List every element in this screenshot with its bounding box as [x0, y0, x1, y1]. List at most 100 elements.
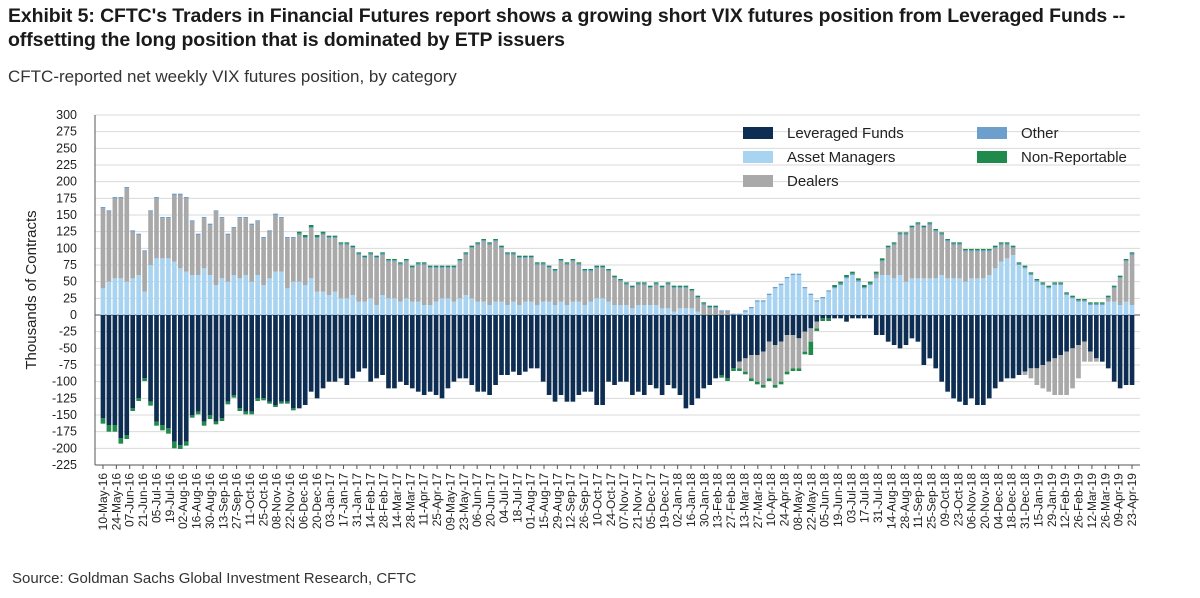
bar-non-reportable [873, 271, 879, 274]
bar-leveraged-funds [308, 315, 314, 392]
bar-asset-managers [142, 291, 147, 315]
bar-other [802, 287, 808, 289]
bar-leveraged-funds [921, 315, 927, 365]
bar-dealers [951, 245, 956, 279]
y-tick-label: -50 [59, 341, 77, 355]
bar-leveraged-funds [814, 315, 820, 322]
bar-non-reportable [201, 421, 207, 426]
bar-non-reportable [927, 222, 933, 224]
bar-leveraged-funds [624, 315, 629, 382]
bar-asset-managers [766, 295, 772, 315]
bar-dealers [564, 265, 570, 305]
bar-other [1052, 283, 1058, 285]
bar-leveraged-funds [749, 315, 754, 355]
bar-leveraged-funds [986, 315, 992, 399]
bar-asset-managers [511, 301, 516, 315]
bar-other [249, 223, 254, 225]
bar-dealers [433, 268, 439, 302]
bar-asset-managers [285, 288, 290, 315]
bar-non-reportable [630, 285, 635, 287]
x-tick-label: 17-Jul-18 [858, 473, 872, 523]
x-tick-label: 22-May-18 [804, 473, 818, 531]
bar-leveraged-funds [725, 315, 730, 379]
bar-non-reportable [647, 285, 653, 287]
bar-asset-managers [975, 278, 980, 315]
bar-other [558, 260, 564, 262]
bar-dealers [291, 238, 296, 282]
bar-non-reportable [398, 262, 403, 264]
x-tick-label: 18-Dec-18 [1005, 473, 1019, 529]
bar-other [927, 223, 933, 225]
bar-leveraged-funds [558, 315, 564, 395]
bar-other [457, 260, 463, 262]
bar-non-reportable [296, 231, 302, 234]
bar-non-reportable [576, 262, 582, 264]
bar-other [778, 283, 784, 285]
bar-non-reportable [273, 405, 278, 407]
bar-non-reportable [421, 262, 427, 264]
bar-asset-managers [879, 275, 885, 315]
bar-other [707, 307, 713, 309]
bar-non-reportable [844, 275, 849, 277]
bar-asset-managers [992, 268, 998, 315]
bar-dealers [725, 311, 730, 315]
bar-other [1010, 247, 1016, 249]
bar-other [921, 227, 927, 229]
bar-other [850, 273, 855, 275]
bar-non-reportable [195, 411, 201, 415]
bar-other [582, 270, 588, 272]
bar-asset-managers [326, 295, 332, 315]
x-tick-label: 12-Mar-19 [1085, 473, 1099, 529]
x-tick-label: 15-Aug-17 [537, 473, 551, 529]
bar-leveraged-funds [612, 315, 617, 385]
bar-leveraged-funds [1004, 315, 1010, 379]
bar-dealers [981, 251, 986, 279]
bar-leveraged-funds [1088, 315, 1093, 352]
bar-non-reportable [921, 225, 927, 227]
bar-dealers [124, 188, 130, 282]
bar-other [1004, 243, 1010, 245]
bar-non-reportable [302, 235, 308, 237]
bar-leveraged-funds [469, 315, 475, 385]
x-tick-label: 24-Apr-18 [778, 473, 792, 527]
bar-asset-managers [380, 295, 385, 315]
x-tick-label: 25-Apr-17 [430, 473, 444, 527]
bar-dealers [885, 248, 891, 275]
bar-leveraged-funds [754, 315, 760, 355]
bar-asset-managers [302, 285, 308, 315]
bar-other [522, 257, 528, 259]
bar-other [540, 263, 546, 265]
bar-leveraged-funds [195, 315, 201, 412]
bar-other [772, 287, 778, 289]
bar-asset-managers [225, 281, 231, 315]
bar-dealers [505, 255, 510, 305]
bar-leveraged-funds [481, 315, 486, 392]
bar-non-reportable [362, 255, 368, 257]
bar-asset-managers [1052, 285, 1058, 315]
bars [100, 187, 1135, 449]
bar-asset-managers [844, 278, 849, 315]
x-tick-label: 10-May-16 [96, 473, 110, 531]
bar-leveraged-funds [261, 315, 266, 399]
bar-asset-managers [784, 278, 790, 315]
bar-non-reportable [338, 242, 344, 244]
bar-asset-managers [1028, 275, 1034, 315]
bar-other [981, 250, 986, 252]
bar-leveraged-funds [433, 315, 439, 395]
bar-other [701, 303, 707, 305]
x-tick-label: 16-Jan-18 [684, 473, 698, 527]
bar-other [915, 223, 921, 225]
bar-other [754, 300, 760, 302]
bar-other [237, 217, 243, 219]
bar-leveraged-funds [225, 315, 231, 402]
y-tick-label: 300 [56, 108, 77, 122]
bar-asset-managers [166, 258, 171, 315]
bar-asset-managers [517, 305, 522, 315]
bar-non-reportable [481, 239, 486, 241]
bar-dealers [701, 305, 707, 315]
bar-other [469, 247, 475, 249]
bar-non-reportable [915, 222, 921, 224]
bar-non-reportable [1052, 282, 1058, 284]
x-tick-label: 12-Sep-17 [564, 473, 578, 529]
bar-non-reportable [528, 255, 534, 257]
